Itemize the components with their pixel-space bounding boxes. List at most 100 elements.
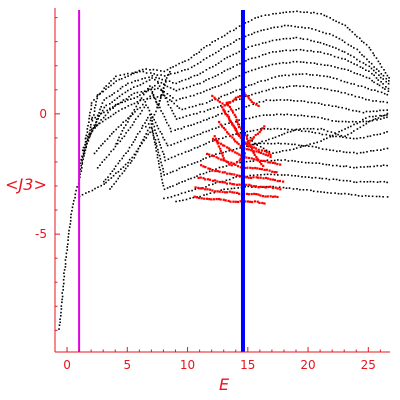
- black-dot: [282, 86, 284, 89]
- black-dot: [275, 51, 277, 53]
- black-dot: [111, 94, 113, 96]
- black-dot: [281, 50, 284, 52]
- black-dot: [156, 74, 159, 76]
- black-dot: [382, 78, 384, 80]
- black-curve: [109, 123, 389, 190]
- black-dot: [283, 99, 286, 101]
- black-dot: [103, 87, 105, 89]
- red-dot: [272, 161, 275, 164]
- black-dot: [369, 120, 371, 122]
- black-dot: [196, 134, 199, 136]
- black-dot: [358, 110, 361, 113]
- black-dot: [70, 213, 72, 216]
- black-dot: [318, 177, 321, 179]
- black-dot: [310, 189, 312, 192]
- red-dot: [259, 176, 262, 179]
- black-dot: [66, 249, 69, 251]
- black-dot: [377, 79, 380, 81]
- black-dot: [238, 25, 241, 27]
- red-dot: [239, 95, 242, 98]
- black-dot: [164, 80, 167, 83]
- black-dot: [296, 10, 298, 13]
- black-dot: [235, 27, 237, 30]
- black-dot: [147, 89, 149, 92]
- black-dot: [214, 182, 217, 184]
- red-dot: [251, 167, 254, 170]
- red-dot: [227, 101, 230, 104]
- black-dot: [178, 62, 180, 65]
- black-dot: [343, 51, 346, 53]
- black-dot: [136, 96, 139, 98]
- black-dot: [85, 192, 87, 194]
- black-dot: [268, 52, 271, 54]
- black-dot: [336, 150, 338, 153]
- black-dot: [283, 174, 286, 176]
- black-dot: [382, 164, 385, 166]
- red-curve: [200, 164, 285, 183]
- black-dot: [145, 68, 147, 70]
- red-dot: [204, 178, 207, 181]
- black-dot: [362, 151, 365, 154]
- black-dot: [160, 95, 162, 97]
- black-dot: [154, 121, 157, 124]
- black-dot: [131, 72, 133, 74]
- black-dot: [191, 105, 194, 108]
- black-dot: [326, 191, 329, 194]
- black-dot: [333, 55, 336, 58]
- black-dot: [133, 86, 135, 88]
- black-dot: [168, 80, 171, 82]
- black-dot: [284, 159, 286, 161]
- black-dot: [87, 140, 90, 142]
- black-dot: [238, 107, 240, 110]
- black-dot: [217, 73, 219, 76]
- red-dot: [234, 200, 237, 203]
- red-dot: [219, 180, 222, 184]
- black-dot: [348, 121, 350, 123]
- black-dot: [320, 103, 323, 105]
- black-dot: [124, 100, 126, 103]
- black-dot: [312, 190, 315, 193]
- black-dot: [335, 105, 337, 108]
- red-dot: [257, 159, 260, 162]
- black-dot: [145, 90, 148, 93]
- black-dot: [386, 196, 389, 198]
- black-dot: [218, 138, 220, 140]
- black-dot: [299, 11, 302, 13]
- black-dot: [289, 49, 292, 52]
- black-dot: [62, 279, 65, 281]
- red-dot: [216, 170, 219, 173]
- red-dot: [255, 155, 258, 158]
- black-dot: [251, 143, 254, 146]
- black-curve: [163, 173, 388, 200]
- black-dot: [124, 167, 127, 170]
- black-dot: [222, 166, 224, 168]
- black-dot: [189, 85, 191, 88]
- black-dot: [152, 116, 154, 119]
- black-dot: [244, 132, 246, 134]
- black-dot: [265, 65, 267, 68]
- red-dot: [204, 188, 207, 191]
- black-dot: [302, 38, 305, 40]
- red-dot: [237, 126, 241, 129]
- black-dot: [299, 146, 302, 148]
- black-dot: [386, 181, 388, 184]
- red-dot: [213, 190, 217, 193]
- black-dot: [353, 123, 355, 126]
- black-dot: [325, 177, 328, 180]
- red-dot: [216, 190, 219, 193]
- red-dot: [258, 201, 261, 204]
- black-dot: [287, 24, 289, 27]
- black-dot: [217, 113, 219, 116]
- black-dot: [178, 182, 180, 184]
- black-dot: [178, 107, 181, 109]
- red-dot: [223, 104, 226, 107]
- black-dot: [379, 114, 381, 117]
- black-dot: [232, 77, 235, 80]
- black-dot: [145, 72, 148, 74]
- black-dot: [94, 126, 96, 128]
- black-dot: [100, 119, 102, 121]
- red-dot: [256, 200, 259, 203]
- red-dot: [249, 139, 252, 142]
- red-dot: [204, 166, 207, 169]
- black-dot: [192, 84, 195, 87]
